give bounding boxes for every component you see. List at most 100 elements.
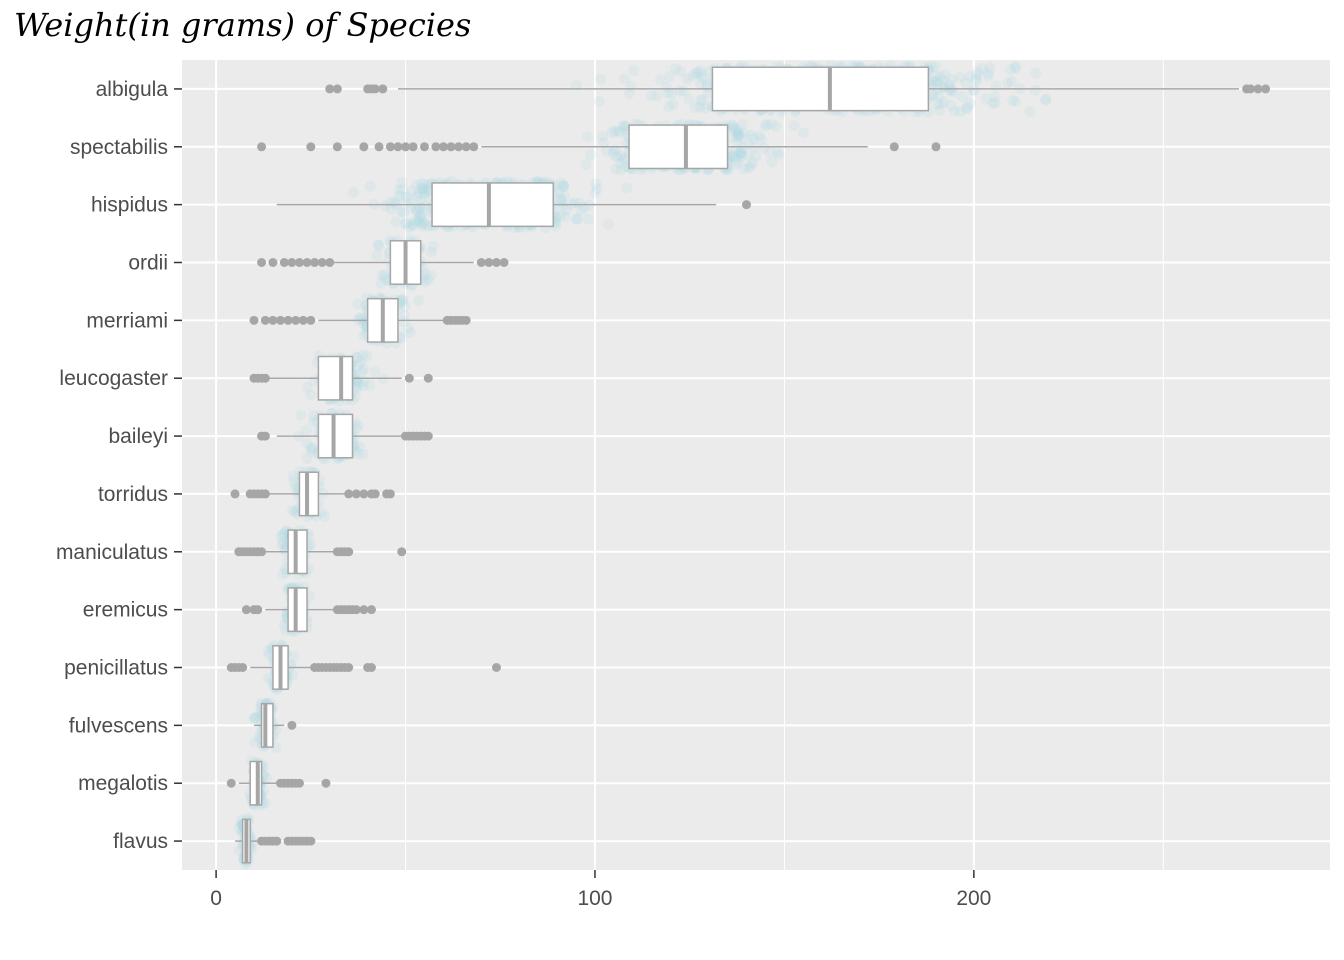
jitter-point (735, 147, 747, 159)
jitter-point (614, 157, 626, 169)
outlier-point (306, 836, 316, 846)
outlier-point (306, 315, 316, 325)
jitter-point (615, 164, 627, 176)
jitter-point (746, 157, 758, 169)
jitter-point (288, 650, 300, 662)
x-tick-label: 0 (210, 887, 222, 910)
jitter-point (695, 95, 707, 107)
jitter-point (736, 118, 748, 130)
jitter-point (683, 93, 695, 105)
jitter-point (422, 274, 434, 286)
jitter-point (262, 645, 274, 657)
y-tick-label: hispidus (91, 194, 168, 217)
outlier-point (272, 836, 282, 846)
jitter-point (402, 323, 414, 335)
outlier-point (931, 142, 941, 152)
jitter-point (417, 216, 429, 228)
outlier-point (351, 489, 361, 499)
jitter-point (555, 193, 567, 205)
outlier-point (298, 315, 308, 325)
jitter-point (397, 294, 409, 306)
jitter-point (415, 182, 427, 194)
jitter-point (933, 90, 945, 102)
outlier-point (461, 142, 471, 152)
jitter-point (406, 219, 418, 231)
outlier-point (306, 142, 316, 152)
outlier-point (260, 373, 270, 383)
outlier-point (230, 489, 240, 499)
jitter-point (397, 183, 409, 195)
jitter-point (726, 119, 738, 131)
outlier-point (366, 663, 376, 672)
jitter-point (372, 239, 384, 251)
jitter-point (305, 389, 317, 401)
jitter-point (734, 146, 746, 158)
jitter-point (621, 182, 633, 194)
jitter-point (416, 183, 428, 195)
jitter-point (249, 712, 261, 724)
jitter-point (607, 148, 619, 160)
jitter-point (308, 416, 320, 428)
jitter-point (732, 155, 744, 167)
jitter-point (278, 528, 290, 540)
jitter-point (727, 123, 739, 135)
jitter-point (558, 180, 570, 192)
outlier-point (1261, 84, 1271, 94)
jitter-point (971, 69, 983, 81)
outlier-point (491, 663, 501, 672)
jitter-point (559, 190, 571, 202)
jitter-point (574, 197, 586, 209)
box-eremicus (241, 587, 376, 633)
outlier-point (359, 489, 369, 499)
outlier-point (404, 373, 414, 383)
outlier-point (370, 84, 380, 94)
x-tick-label: 100 (577, 887, 612, 910)
jitter-point (690, 67, 702, 79)
jitter-point (788, 119, 800, 131)
jitter-point (301, 437, 313, 449)
jitter-point (772, 146, 784, 158)
outlier-point (359, 605, 369, 615)
jitter-point (402, 191, 414, 203)
jitter-point (393, 184, 405, 196)
jitter-point (415, 211, 427, 223)
jitter-point (593, 95, 605, 107)
jitter-point (582, 213, 594, 225)
jitter-point (610, 163, 622, 175)
jitter-point (743, 162, 755, 174)
jitter-point (260, 772, 272, 784)
jitter-point (701, 78, 713, 90)
jitter-point (944, 82, 956, 94)
jitter-point (417, 188, 429, 200)
outlier-point (321, 778, 331, 788)
outlier-point (370, 489, 380, 499)
jitter-point (305, 538, 317, 550)
outlier-point (260, 489, 270, 499)
outlier-point (378, 84, 388, 94)
jitter-point (663, 101, 675, 113)
jitter-point (399, 218, 411, 230)
box-layer (226, 66, 1271, 864)
jitter-point (399, 192, 411, 204)
jitter-point (364, 379, 376, 391)
jitter-point (675, 65, 687, 77)
outlier-point (238, 663, 248, 672)
jitter-point (982, 67, 994, 79)
jitter-point (989, 97, 1001, 109)
jitter-point (733, 148, 745, 160)
jitter-point (661, 81, 673, 93)
jitter-point (419, 200, 431, 212)
jitter-point (1040, 94, 1052, 106)
jitter-point (375, 277, 387, 289)
jitter-point (287, 669, 299, 681)
jitter-point (759, 120, 771, 132)
jitter-point (414, 212, 426, 224)
chart-title: Weight(in grams) of Species (14, 6, 472, 44)
jitter-point (601, 145, 613, 157)
jitter-point (982, 70, 994, 82)
outlier-point (446, 142, 456, 152)
jitter-point (590, 178, 602, 190)
jitter-point (645, 90, 657, 102)
jitter-point (730, 145, 742, 157)
jitter-point (989, 90, 1001, 102)
